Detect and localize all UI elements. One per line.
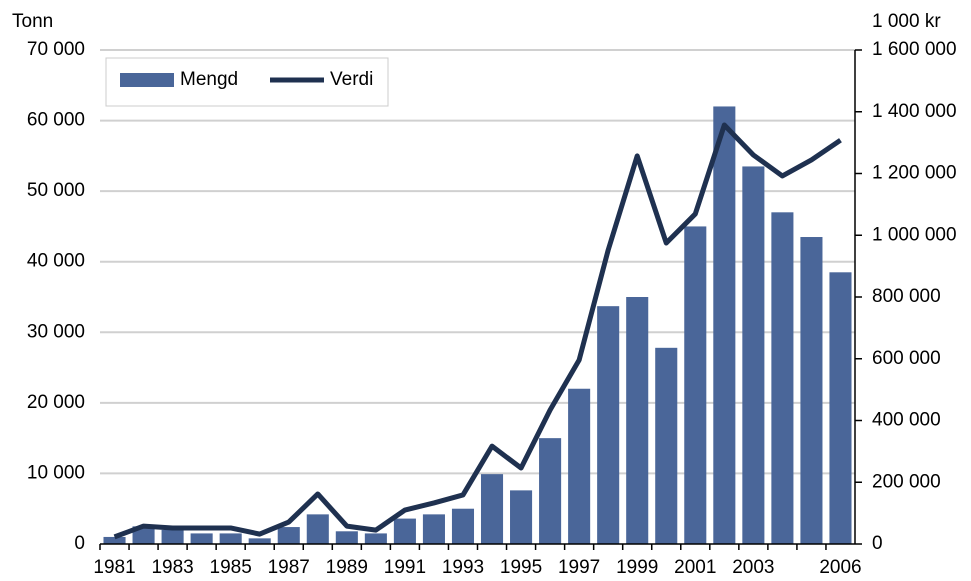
y2-tick-label: 1 600 000: [872, 39, 957, 60]
x-tick-label: 1997: [558, 557, 600, 578]
bar: [510, 490, 533, 544]
bar: [480, 474, 504, 544]
bar: [626, 297, 649, 544]
bar: [306, 514, 329, 544]
bar: [684, 226, 707, 544]
y-tick-label: 20 000: [27, 392, 85, 413]
bar: [597, 306, 620, 544]
y-tick-label: 60 000: [27, 110, 85, 131]
x-tick-label: 1985: [210, 557, 252, 578]
y-tick-label: 10 000: [27, 462, 85, 483]
y2-tick-label: 600 000: [872, 348, 941, 369]
bar: [655, 347, 678, 544]
bar: [568, 388, 591, 544]
bar: [277, 527, 300, 544]
y2-tick-label: 1 000 000: [872, 224, 957, 245]
y2-tick-label: 0: [872, 533, 883, 554]
bar: [393, 518, 416, 544]
bar: [219, 533, 242, 544]
y2-tick-label: 1 400 000: [872, 101, 957, 122]
bar: [771, 212, 794, 545]
bar: [364, 533, 387, 544]
bar: [422, 514, 445, 544]
y-tick-label: 70 000: [27, 39, 85, 60]
y2-tick-label: 400 000: [872, 410, 941, 431]
bar: [103, 536, 126, 544]
y-tick-label: 30 000: [27, 321, 85, 342]
bar: [451, 508, 475, 544]
bar: [190, 533, 213, 544]
y2-tick-label: 200 000: [872, 471, 941, 492]
bar: [829, 272, 852, 544]
x-tick-label: 2003: [732, 557, 774, 578]
y-tick-label: 40 000: [27, 251, 85, 272]
y-tick-label: 0: [74, 533, 85, 554]
bar: [161, 529, 184, 544]
x-tick-label: 1995: [500, 557, 542, 578]
bar: [800, 237, 823, 544]
y2-tick-label: 800 000: [872, 286, 941, 307]
x-tick-label: 1999: [616, 557, 658, 578]
x-tick-label: 2001: [674, 557, 716, 578]
legend-label: Verdi: [330, 69, 373, 90]
x-tick-label: 2006: [819, 557, 861, 578]
x-tick-label: 1991: [384, 557, 426, 578]
legend-label: Mengd: [180, 69, 238, 90]
x-tick-label: 1987: [268, 557, 310, 578]
y-axis-label: Tonn: [12, 11, 53, 32]
legend-swatch: [120, 73, 174, 87]
y-tick-label: 50 000: [27, 180, 85, 201]
bar: [335, 531, 358, 544]
y2-tick-label: 1 200 000: [872, 163, 957, 184]
bar: [248, 538, 271, 544]
x-tick-label: 1981: [93, 557, 135, 578]
x-tick-label: 1993: [442, 557, 484, 578]
line: [113, 122, 842, 540]
bar: [713, 106, 736, 544]
y2-axis-label: 1 000 kr: [872, 11, 941, 32]
x-tick-label: 1983: [151, 557, 193, 578]
bar: [539, 438, 562, 544]
bar: [742, 166, 765, 544]
x-tick-label: 1989: [326, 557, 368, 578]
